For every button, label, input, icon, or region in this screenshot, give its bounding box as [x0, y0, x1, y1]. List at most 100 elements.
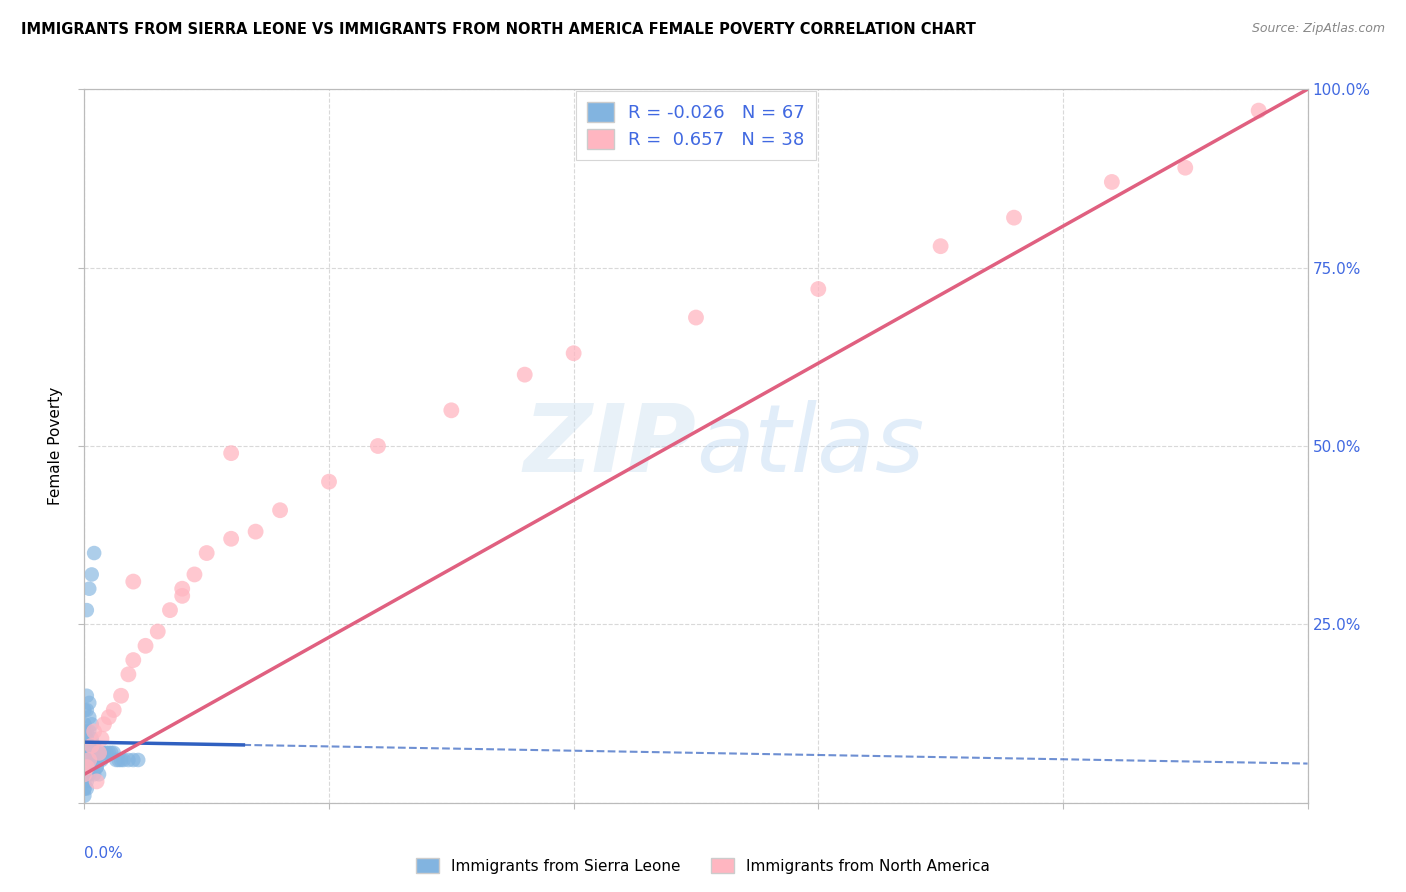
- Point: [112, 753, 135, 767]
- Point: [513, 368, 536, 382]
- Point: [97, 746, 120, 760]
- Point: [100, 746, 122, 760]
- Point: [80, 760, 103, 774]
- Point: [87, 746, 110, 760]
- Point: [73, 724, 96, 739]
- Point: [127, 753, 149, 767]
- Point: [135, 639, 157, 653]
- Point: [73, 739, 96, 753]
- Point: [110, 689, 132, 703]
- Point: [86, 760, 108, 774]
- Point: [73, 789, 96, 803]
- Point: [83, 546, 105, 560]
- Point: [80, 753, 103, 767]
- Point: [73, 781, 96, 796]
- Point: [269, 503, 291, 517]
- Point: [80, 567, 103, 582]
- Point: [97, 710, 120, 724]
- Point: [86, 746, 108, 760]
- Point: [172, 589, 194, 603]
- Point: [80, 731, 103, 746]
- Point: [77, 710, 100, 724]
- Point: [76, 760, 98, 774]
- Point: [73, 767, 96, 781]
- Point: [96, 746, 118, 760]
- Point: [562, 346, 585, 360]
- Text: IMMIGRANTS FROM SIERRA LEONE VS IMMIGRANTS FROM NORTH AMERICA FEMALE POVERTY COR: IMMIGRANTS FROM SIERRA LEONE VS IMMIGRAN…: [21, 22, 976, 37]
- Legend: R = -0.026   N = 67, R =  0.657   N = 38: R = -0.026 N = 67, R = 0.657 N = 38: [576, 91, 815, 160]
- Point: [80, 746, 103, 760]
- Point: [76, 731, 98, 746]
- Point: [86, 774, 108, 789]
- Point: [83, 753, 105, 767]
- Point: [93, 746, 115, 760]
- Point: [117, 753, 139, 767]
- Point: [76, 689, 98, 703]
- Point: [172, 582, 194, 596]
- Point: [367, 439, 389, 453]
- Point: [1101, 175, 1123, 189]
- Point: [117, 667, 139, 681]
- Point: [1247, 103, 1270, 118]
- Point: [83, 739, 105, 753]
- Point: [159, 603, 181, 617]
- Point: [80, 717, 103, 731]
- Point: [73, 774, 96, 789]
- Point: [76, 760, 98, 774]
- Point: [87, 746, 110, 760]
- Point: [76, 603, 98, 617]
- Point: [807, 282, 830, 296]
- Point: [77, 753, 100, 767]
- Point: [219, 532, 242, 546]
- Point: [80, 739, 103, 753]
- Point: [73, 767, 96, 781]
- Point: [219, 446, 242, 460]
- Point: [685, 310, 707, 325]
- Point: [90, 746, 112, 760]
- Point: [93, 717, 115, 731]
- Point: [122, 753, 145, 767]
- Legend: Immigrants from Sierra Leone, Immigrants from North America: Immigrants from Sierra Leone, Immigrants…: [409, 852, 997, 880]
- Point: [83, 746, 105, 760]
- Point: [73, 760, 96, 774]
- Point: [73, 753, 96, 767]
- Point: [183, 567, 205, 582]
- Point: [86, 753, 108, 767]
- Point: [80, 739, 103, 753]
- Point: [86, 760, 108, 774]
- Point: [73, 781, 96, 796]
- Point: [73, 746, 96, 760]
- Point: [76, 753, 98, 767]
- Point: [146, 624, 169, 639]
- Point: [76, 774, 98, 789]
- Point: [103, 746, 125, 760]
- Point: [76, 781, 98, 796]
- Point: [76, 739, 98, 753]
- Point: [77, 724, 100, 739]
- Point: [77, 739, 100, 753]
- Point: [87, 767, 110, 781]
- Point: [1174, 161, 1197, 175]
- Point: [83, 767, 105, 781]
- Point: [245, 524, 267, 539]
- Point: [77, 746, 100, 760]
- Point: [122, 574, 145, 589]
- Point: [77, 760, 100, 774]
- Point: [73, 717, 96, 731]
- Point: [105, 753, 128, 767]
- Point: [76, 746, 98, 760]
- Point: [87, 753, 110, 767]
- Point: [77, 753, 100, 767]
- Point: [76, 724, 98, 739]
- Text: 0.0%: 0.0%: [84, 846, 124, 861]
- Point: [73, 703, 96, 717]
- Text: atlas: atlas: [696, 401, 924, 491]
- Point: [77, 767, 100, 781]
- Point: [929, 239, 952, 253]
- Point: [77, 696, 100, 710]
- Point: [195, 546, 218, 560]
- Point: [122, 653, 145, 667]
- Point: [107, 753, 129, 767]
- Point: [1002, 211, 1025, 225]
- Point: [73, 731, 96, 746]
